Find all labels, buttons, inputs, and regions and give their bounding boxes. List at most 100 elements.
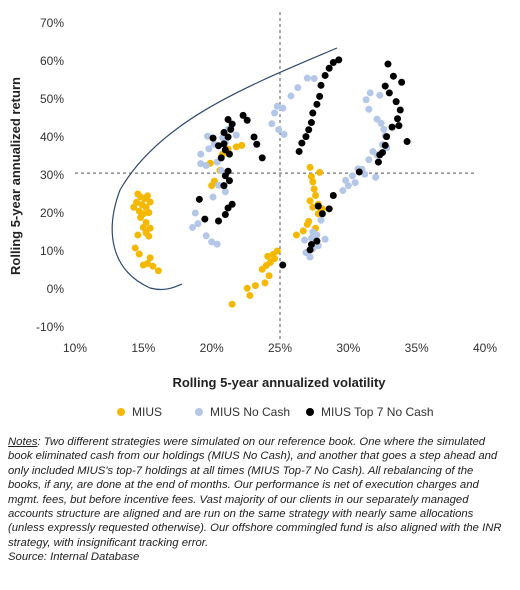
y-tick-label: 60% <box>40 54 64 68</box>
mius-top7-no-cash-point <box>396 106 404 114</box>
mius-no-cash-point <box>271 109 279 117</box>
mius-top7-no-cash-point <box>398 78 406 86</box>
y-tick-label: 30% <box>40 168 64 182</box>
mius-no-cash-point <box>209 193 217 201</box>
mius-point <box>139 223 147 231</box>
mius-top7-no-cash-point <box>295 147 303 155</box>
mius-top7-no-cash-point <box>318 210 326 218</box>
legend-item-mius: MIUS <box>117 405 162 419</box>
mius-top7-no-cash-point <box>309 109 317 117</box>
mius-top7-no-cash-point <box>225 150 233 158</box>
mius-no-cash-point <box>208 238 216 246</box>
mius-no-cash-point <box>213 240 221 248</box>
mius-no-cash-point <box>351 179 359 187</box>
mius-point <box>146 224 154 232</box>
x-axis-title: Rolling 5-year annualized volatility <box>172 375 386 390</box>
mius-no-cash-point <box>365 156 373 164</box>
mius-top7-no-cash-point <box>321 71 329 79</box>
notes-label: Notes <box>8 436 38 448</box>
y-tick-label: 10% <box>40 244 64 258</box>
y-tick-label: 70% <box>40 16 64 30</box>
mius-point <box>309 203 317 211</box>
mius-top7-no-cash-point <box>221 172 229 180</box>
mius-no-cash-point <box>373 115 381 123</box>
mius-no-cash-point <box>197 160 205 168</box>
x-tick-label: 35% <box>405 341 429 355</box>
mius-top7-no-cash-point <box>302 133 310 141</box>
mius-point <box>135 250 143 258</box>
mius-no-cash-point <box>191 209 199 217</box>
mius-no-cash-point <box>342 176 350 184</box>
mius-point <box>143 192 151 200</box>
mius-top7-no-cash-point <box>215 217 222 225</box>
mius-point <box>306 197 314 205</box>
mius-no-cash-point <box>287 92 295 100</box>
mius-point <box>131 244 139 252</box>
mius-point <box>309 178 317 186</box>
mius-top7-no-cash-point <box>239 111 247 119</box>
mius-top7-no-cash-point <box>298 139 306 147</box>
mius-top7-no-cash-point <box>325 205 333 213</box>
mius-top7-no-cash-point <box>227 125 235 133</box>
mius-no-cash-point <box>301 236 309 244</box>
mius-no-cash-point <box>273 102 281 110</box>
mius-no-cash-point <box>306 253 314 261</box>
mius-top7-no-cash-point <box>325 64 333 72</box>
mius-point <box>305 217 313 225</box>
mius-no-cash-point <box>202 232 210 240</box>
y-tick-label: 20% <box>40 206 64 220</box>
mius-top7-no-cash-point <box>307 119 315 127</box>
x-tick-label: 25% <box>268 341 292 355</box>
mius-point <box>142 203 150 211</box>
mius-top7-no-cash-point <box>381 141 389 149</box>
mius-top7-no-cash-point <box>253 140 261 148</box>
mius-point <box>261 279 269 287</box>
mius-top7-no-cash-point <box>224 116 232 124</box>
mius-top7-no-cash-point <box>335 56 343 64</box>
notes-text: : Two different strategies were simulate… <box>8 436 502 549</box>
mius-top7-no-cash-point <box>329 59 337 67</box>
mius-top7-no-cash-point <box>258 154 266 162</box>
mius-point <box>316 168 324 176</box>
y-tick-label: 50% <box>40 92 64 106</box>
x-axis-ticks: 10% 15% 20% 25% 30% 35% 40% <box>63 341 497 355</box>
mius-point <box>265 272 273 280</box>
mius-no-cash-point <box>197 150 205 158</box>
mius-top7-no-cash-point <box>224 133 232 141</box>
x-tick-label: 10% <box>63 341 87 355</box>
mius-top7-no-cash-point <box>195 195 203 203</box>
mius-top7-no-cash-point <box>314 202 322 210</box>
mius-no-cash-point <box>217 166 225 174</box>
mius-no-cash-point <box>232 131 240 139</box>
mius-top7-no-cash-point <box>374 158 382 166</box>
mius-point <box>273 247 281 255</box>
legend-label: MIUS No Cash <box>210 405 291 419</box>
mius-top7-no-cash-point <box>217 154 225 162</box>
mius-top7-no-cash-point <box>317 81 325 89</box>
x-tick-label: 40% <box>473 341 497 355</box>
legend-label: MIUS <box>132 405 162 419</box>
chart-notes: Notes: Two different strategies were sim… <box>8 435 508 565</box>
x-tick-label: 15% <box>131 341 155 355</box>
mius-top7-no-cash-point <box>201 215 209 223</box>
mius-no-cash-point <box>365 105 373 113</box>
mius-no-cash-point <box>268 120 276 128</box>
mius-point <box>264 252 272 260</box>
x-tick-label: 30% <box>336 341 360 355</box>
y-tick-label: 0% <box>47 282 65 296</box>
mius-top7-no-cash-point <box>279 261 287 269</box>
mius-point <box>146 198 154 206</box>
legend-marker-icon <box>117 408 125 416</box>
legend-marker-icon <box>195 408 203 416</box>
mius-point <box>145 232 153 240</box>
mius-point <box>312 192 320 200</box>
mius-no-cash-point <box>313 231 321 239</box>
mius-no-cash-point <box>321 235 329 243</box>
mius-point <box>292 231 300 239</box>
mius-point <box>299 227 307 235</box>
mius-top7-no-cash-point <box>305 126 313 134</box>
legend-marker-icon <box>306 408 314 416</box>
mius-point <box>146 254 154 262</box>
mius-point <box>145 209 153 217</box>
mius-no-cash-point <box>307 234 315 242</box>
